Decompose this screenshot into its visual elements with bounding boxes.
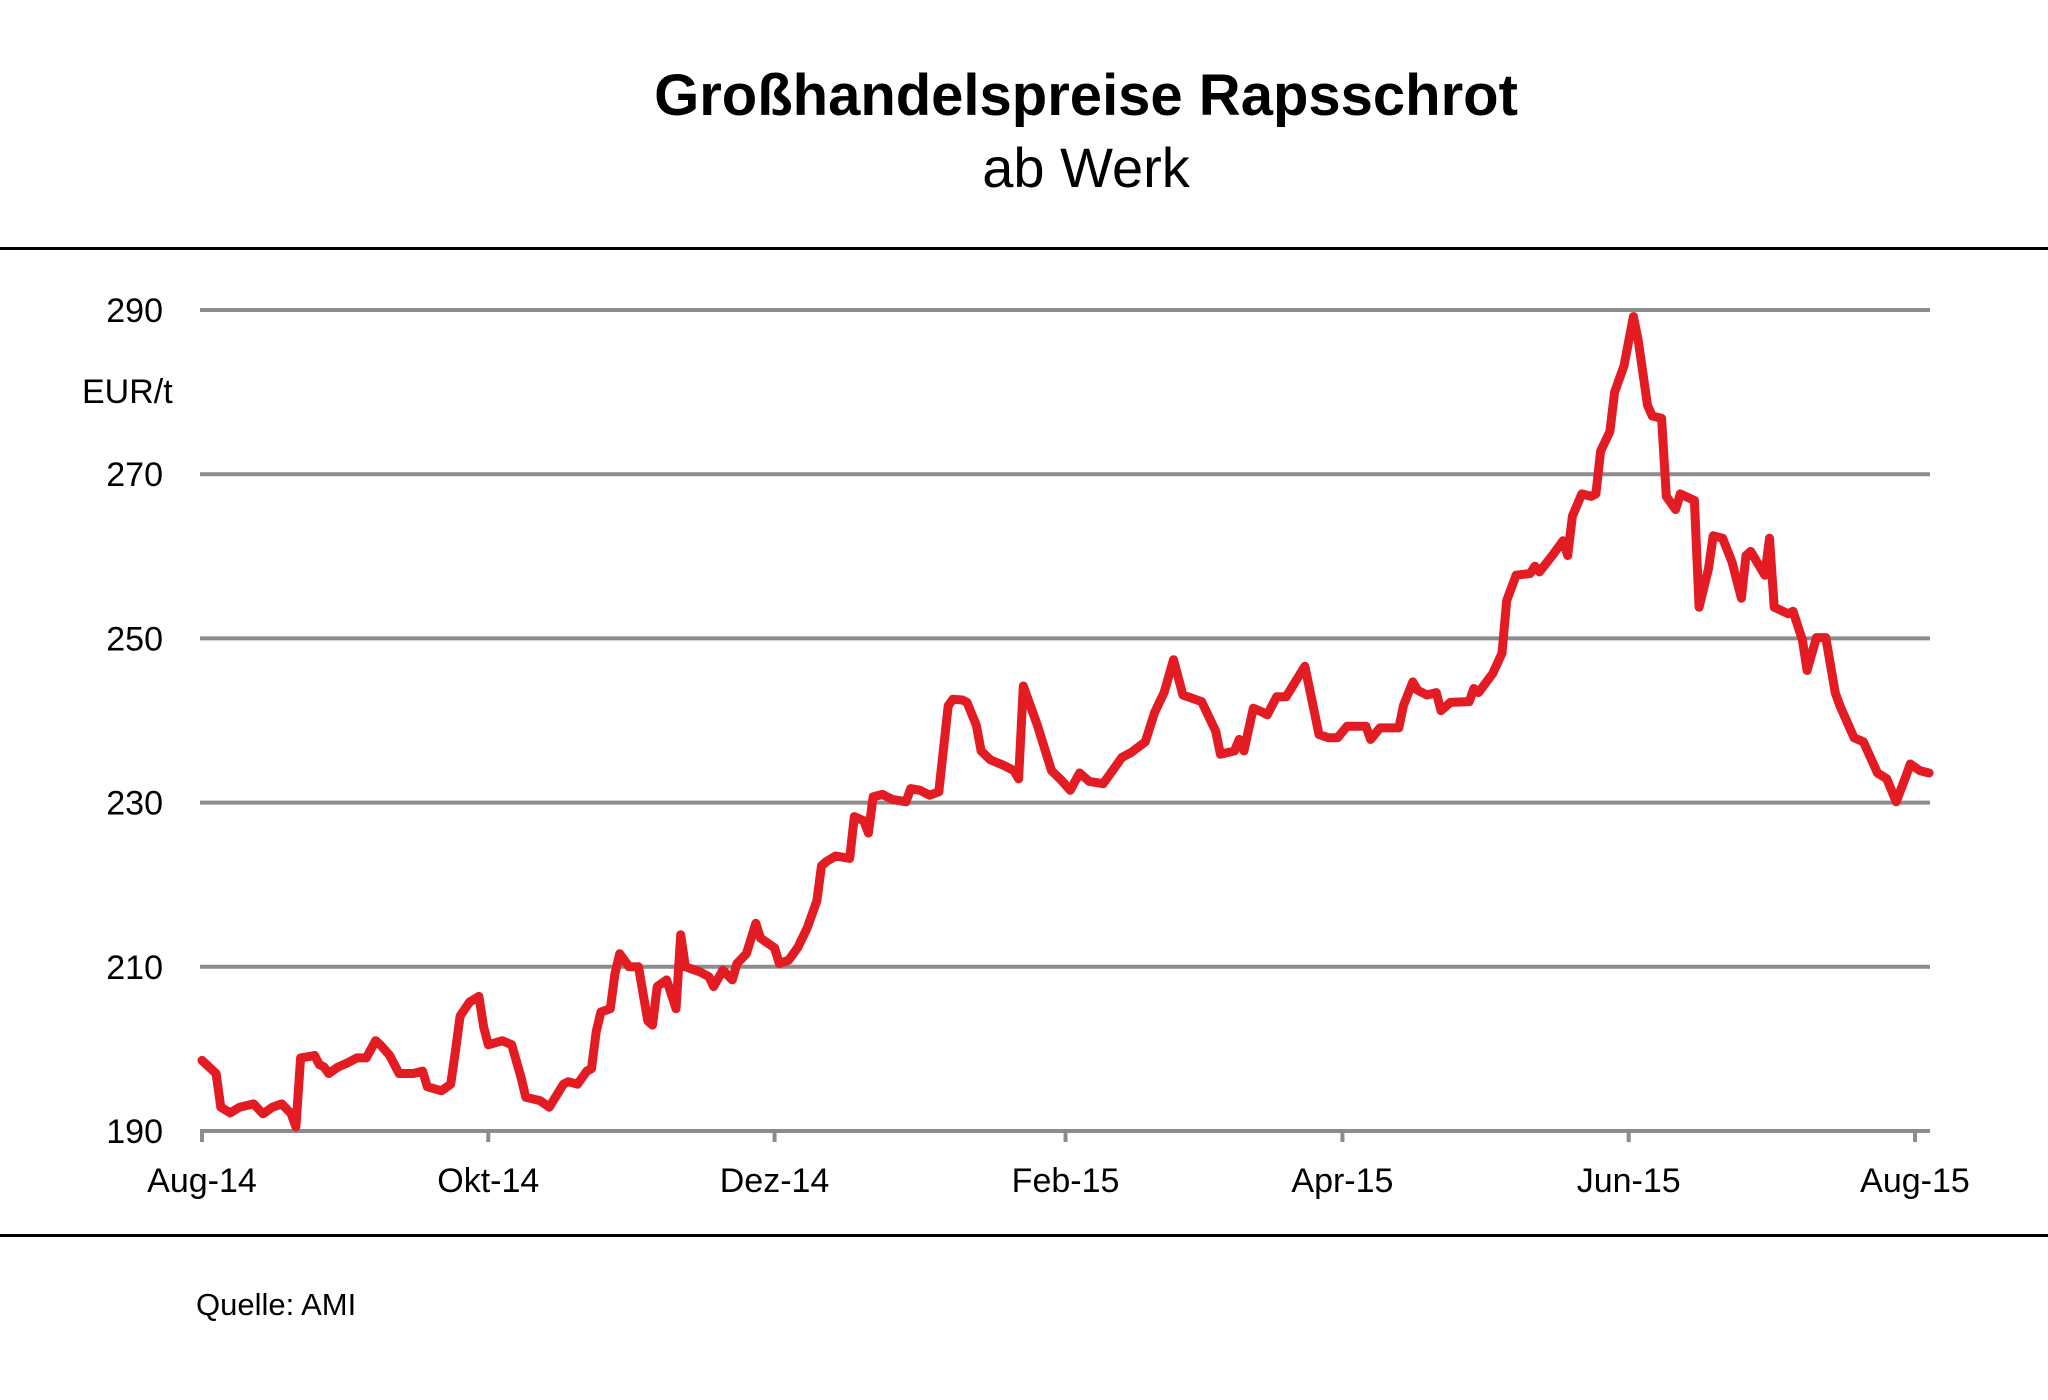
x-tick-label: Dez-14 [720,1162,830,1200]
y-tick-label: 210 [106,949,163,987]
source-note: Quelle: AMI [196,1287,357,1322]
x-tick-label: Feb-15 [1012,1162,1120,1200]
bottom-divider [0,1234,2048,1237]
x-axis-ticks: Aug-14 Okt-14 Dez-14 Feb-15 Apr-15 Jun-15 Aug-… [147,1131,1970,1200]
top-divider [0,247,2048,250]
x-tick-label: Okt-14 [437,1162,539,1200]
x-tick-label: Apr-15 [1291,1162,1393,1200]
x-tick-label: Jun-15 [1577,1162,1681,1200]
y-tick-label: 290 [106,292,163,330]
y-tick-label: 270 [106,456,163,494]
y-axis-ticks: 190 210 230 250 270 290 [106,292,163,1151]
x-tick-label: Aug-14 [147,1162,257,1200]
x-tick-label: Aug-15 [1860,1162,1970,1200]
chart-title: Großhandelspreise Rapsschrot [654,63,1518,128]
price-line [197,312,1934,1132]
chart-subtitle: ab Werk [982,136,1190,199]
gridlines [200,308,1930,1133]
y-tick-label: 250 [106,620,163,658]
y-tick-label: 190 [106,1113,163,1151]
y-tick-label: 230 [106,785,163,823]
series [197,312,1934,1132]
y-axis-label: EUR/t [82,373,173,411]
